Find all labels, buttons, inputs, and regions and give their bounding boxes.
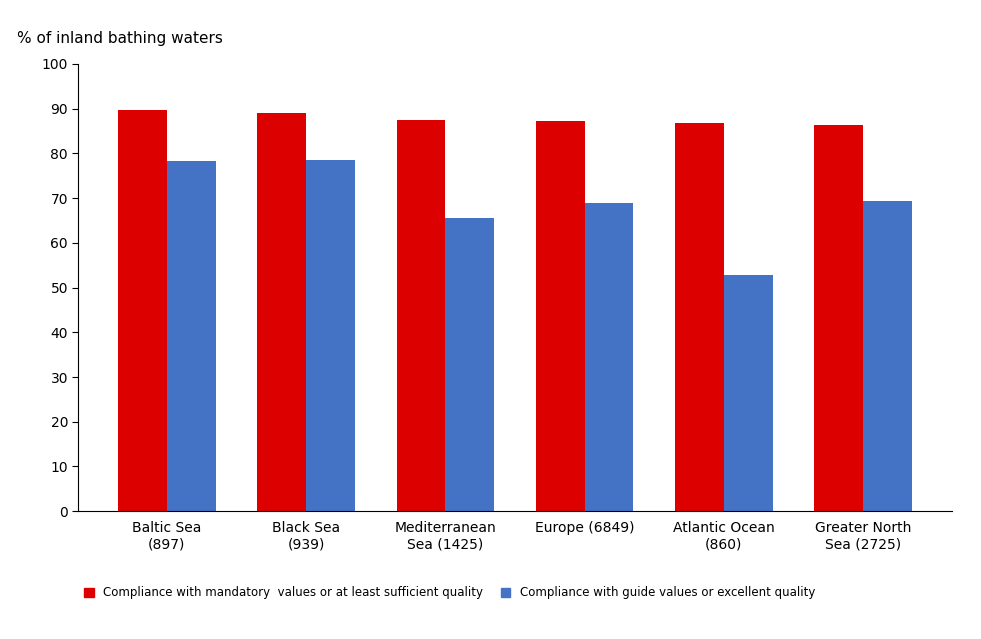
Legend: Compliance with mandatory  values or at least sufficient quality, Compliance wit: Compliance with mandatory values or at l… (84, 586, 815, 599)
Bar (257, 113, 306, 511)
Bar (675, 123, 724, 511)
Bar (167, 162, 216, 511)
Bar (536, 121, 585, 511)
Bar (585, 203, 634, 511)
Bar (118, 109, 167, 511)
Bar (396, 120, 445, 511)
Bar (863, 201, 912, 511)
Bar (814, 125, 863, 511)
Text: % of inland bathing waters: % of inland bathing waters (18, 31, 224, 46)
Bar (306, 160, 355, 511)
Bar (445, 218, 494, 511)
Bar (724, 275, 773, 511)
